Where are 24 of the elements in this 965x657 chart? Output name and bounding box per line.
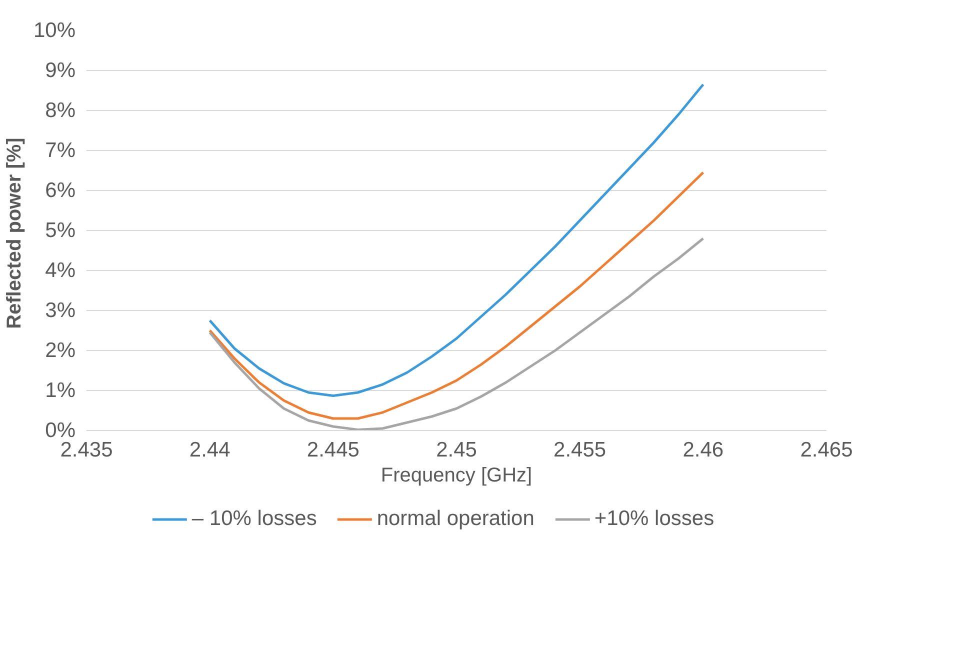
x-tick-label: 2.445 <box>306 438 360 462</box>
line-series <box>208 237 704 430</box>
x-tick-label: 2.45 <box>436 438 477 462</box>
y-tick-label: 2% <box>45 339 76 362</box>
line-series <box>208 83 704 397</box>
y-tick-label: 8% <box>45 99 76 122</box>
legend-label: +10% losses <box>594 507 714 531</box>
x-tick-label: 2.465 <box>800 438 853 462</box>
y-tick-label: 6% <box>45 179 76 202</box>
line-series <box>208 171 704 420</box>
y-tick-label: 10% <box>33 19 76 42</box>
x-tick-label: 2.44 <box>189 438 231 462</box>
y-axis-title: Reflected power [%] <box>3 138 26 329</box>
y-tick-label: 7% <box>45 139 76 162</box>
y-tick-label: 9% <box>45 59 76 82</box>
x-tick-label: 2.46 <box>682 438 724 462</box>
legend-label: normal operation <box>376 507 534 531</box>
legend-label: – 10% losses <box>192 507 317 531</box>
x-tick-label: 2.455 <box>554 438 606 462</box>
y-tick-label: 5% <box>45 219 76 242</box>
y-tick-label: 4% <box>45 259 76 282</box>
x-axis-title: Frequency [GHz] <box>380 464 532 486</box>
y-tick-label: 3% <box>45 299 76 322</box>
y-tick-label: 1% <box>45 379 76 402</box>
